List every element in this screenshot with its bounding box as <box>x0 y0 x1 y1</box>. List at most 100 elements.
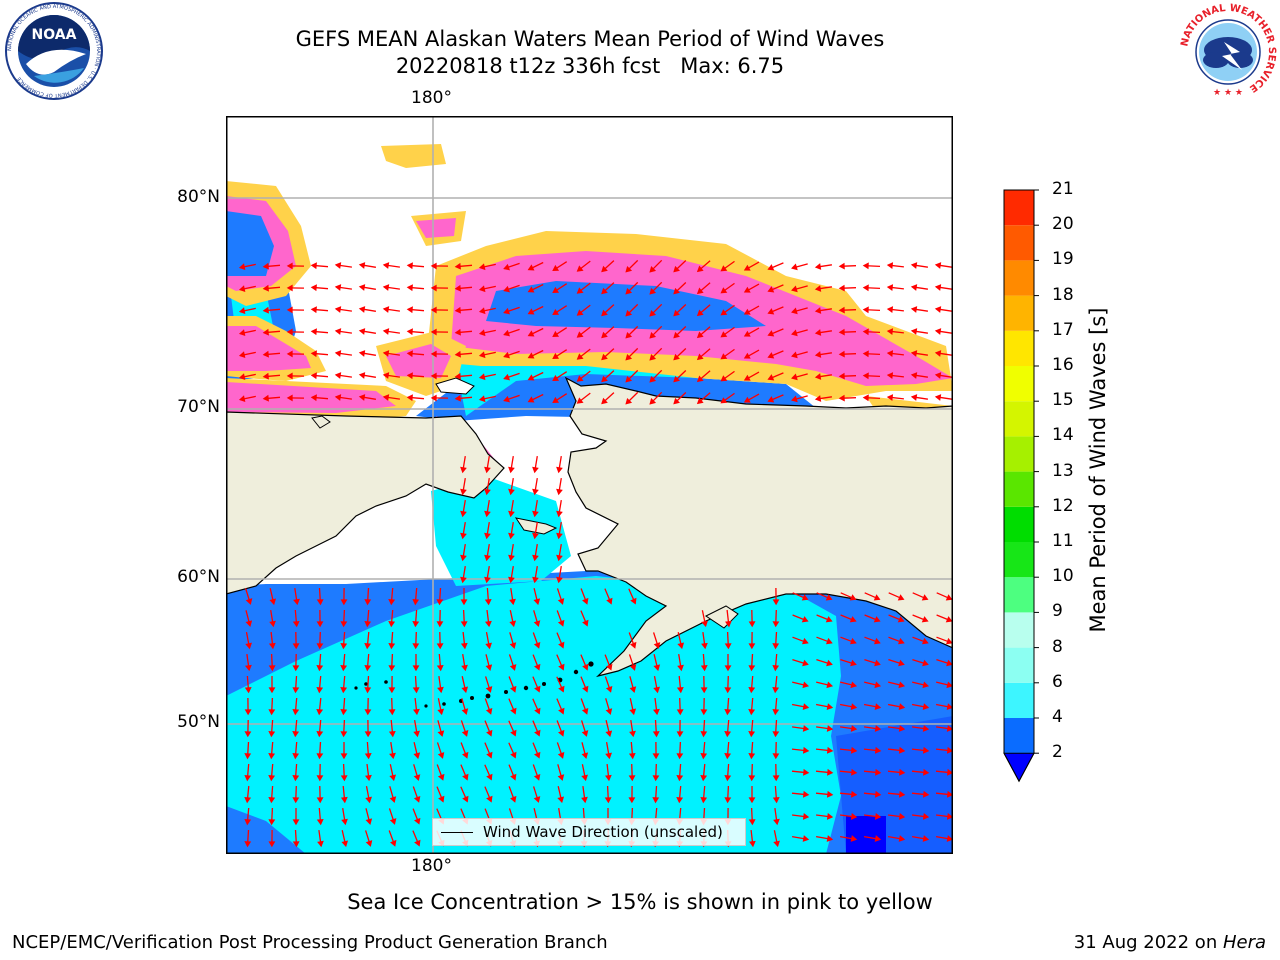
wave-arrow-head <box>460 621 468 628</box>
wave-arrow-head <box>946 725 953 732</box>
wave-arrow-head <box>898 659 905 667</box>
wave-arrow-head <box>825 616 833 623</box>
wave-arrow-head <box>556 488 563 496</box>
wave-arrow-head <box>269 598 277 606</box>
wave-arrow-head <box>773 818 780 826</box>
wave-arrow-head <box>874 681 882 689</box>
colorbar-tick-label: 12 <box>1052 495 1074 516</box>
wave-arrow-head <box>486 751 493 759</box>
wave-arrow-head <box>340 665 348 672</box>
wave-arrow-head <box>629 708 637 716</box>
wave-arrow-head <box>556 554 563 562</box>
wave-arrow-head <box>625 309 633 317</box>
wave-arrow-head <box>244 687 252 694</box>
wave-arrow-head <box>696 397 704 405</box>
wave-arrow-head <box>292 665 300 672</box>
wave-arrow-head <box>922 637 929 645</box>
lon-label-top: 180° <box>411 88 452 108</box>
wave-arrow-head <box>921 616 929 623</box>
aleutian-islands <box>354 661 594 708</box>
wave-arrow-head <box>898 790 906 798</box>
wave-arrow-head <box>533 598 541 606</box>
wave-arrow-head <box>826 637 833 645</box>
wave-arrow-head <box>532 532 539 540</box>
wave-arrow-head <box>625 265 633 273</box>
wave-arrow-head <box>558 685 565 693</box>
wave-arrow-head <box>552 286 560 293</box>
wave-arrow-head <box>576 353 584 360</box>
wave-arrow-head <box>625 397 633 405</box>
wave-arrow-head <box>873 594 881 601</box>
wave-arrow-head <box>696 375 704 383</box>
wave-arrow-head <box>628 797 636 804</box>
wave-arrow-head <box>364 665 372 672</box>
wave-arrow-head <box>268 797 276 804</box>
wave-arrow-head <box>921 594 929 601</box>
wave-arrow-head <box>802 703 810 710</box>
wave-arrow-head <box>460 642 468 650</box>
wave-arrow-head <box>946 790 953 798</box>
wave-arrow-head <box>454 372 461 380</box>
colorbar-extend-arrow <box>1003 752 1035 783</box>
wave-arrow-head <box>724 753 732 760</box>
lon-label-bottom: 180° <box>411 856 452 876</box>
wave-arrow-head <box>413 752 421 760</box>
wave-arrow-head <box>358 262 366 269</box>
wave-arrow-head <box>485 642 492 650</box>
wave-arrow-head <box>814 307 822 314</box>
wave-arrow-head <box>850 681 858 689</box>
wave-arrow-head <box>437 730 445 737</box>
wave-arrow-head <box>484 576 491 584</box>
wave-arrow-head <box>886 306 894 313</box>
wave-arrow-head <box>700 687 708 694</box>
wave-arrow-head <box>509 664 517 671</box>
wave-arrow-head <box>673 397 680 405</box>
wave-arrow-head <box>533 774 541 781</box>
wave-arrow-head <box>767 286 775 293</box>
wave-arrow-head <box>558 663 565 671</box>
wave-arrow-head <box>772 731 780 738</box>
wave-arrow-head <box>801 616 809 623</box>
colorbar-tick-label: 2 <box>1052 742 1063 763</box>
wave-arrow-head <box>934 262 942 269</box>
wave-arrow-head <box>268 775 276 782</box>
wave-arrow-head <box>388 665 396 672</box>
wave-arrow-head <box>748 819 756 826</box>
wave-arrow-head <box>406 394 413 402</box>
wave-arrow-head <box>826 746 834 754</box>
wave-arrow-head <box>898 681 906 689</box>
wave-arrow-head <box>576 375 584 382</box>
wave-arrow-head <box>898 703 906 710</box>
wave-arrow-head <box>364 709 372 716</box>
wave-arrow-head <box>534 663 541 671</box>
wave-arrow-head <box>334 328 342 335</box>
wave-arrow-head <box>238 351 246 358</box>
wave-arrow-head <box>649 397 657 405</box>
wave-arrow-head <box>461 708 469 715</box>
wave-arrow-head <box>851 768 858 776</box>
wave-arrow-head <box>437 686 444 694</box>
wave-arrow-head <box>364 687 372 694</box>
wave-arrow-head <box>364 599 372 606</box>
wave-arrow-head <box>365 818 373 825</box>
wave-arrow-head <box>720 287 728 294</box>
wave-arrow-head <box>849 616 857 623</box>
wave-arrow-head <box>625 331 633 339</box>
wave-arrow-head <box>773 840 780 848</box>
wave-arrow-head <box>340 709 348 716</box>
wave-arrow-head <box>334 306 342 313</box>
wave-arrow-head <box>238 285 246 292</box>
wave-arrow-head <box>862 350 869 358</box>
wave-arrow-head <box>486 795 493 803</box>
wave-arrow-head <box>460 510 467 518</box>
wave-arrow-head <box>365 796 372 804</box>
wave-arrow-head <box>244 664 252 672</box>
wave-arrow-head <box>364 731 372 738</box>
wave-arrow-head <box>898 746 906 754</box>
wave-arrow-head <box>922 681 930 689</box>
date-text: 31 Aug 2022 on <box>1073 932 1223 953</box>
wave-arrow-head <box>262 350 269 358</box>
wave-arrow-head <box>886 262 894 269</box>
wave-arrow-head <box>436 665 444 672</box>
wave-arrow-head <box>358 394 366 401</box>
